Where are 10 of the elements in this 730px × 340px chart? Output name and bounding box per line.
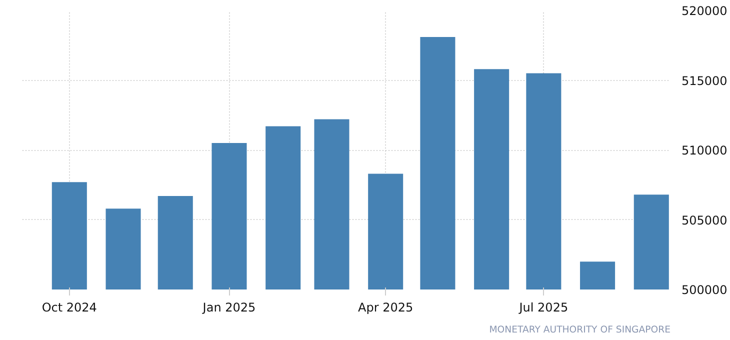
x-tick-label: Oct 2024 [42, 300, 97, 314]
y-tick-label: 510000 [682, 144, 728, 158]
x-tick-label: Apr 2025 [358, 300, 414, 314]
y-tick-label: 515000 [682, 74, 728, 88]
x-tick-label: Jan 2025 [202, 300, 256, 314]
text: MONETARY AUTHORITY OF SINGAPORE [489, 324, 671, 336]
y-tick-label: 505000 [682, 213, 728, 228]
x-tick-label: Jul 2025 [518, 300, 568, 314]
y-tick-label: 520000 [682, 4, 728, 18]
y-tick-label: 500000 [682, 283, 728, 297]
